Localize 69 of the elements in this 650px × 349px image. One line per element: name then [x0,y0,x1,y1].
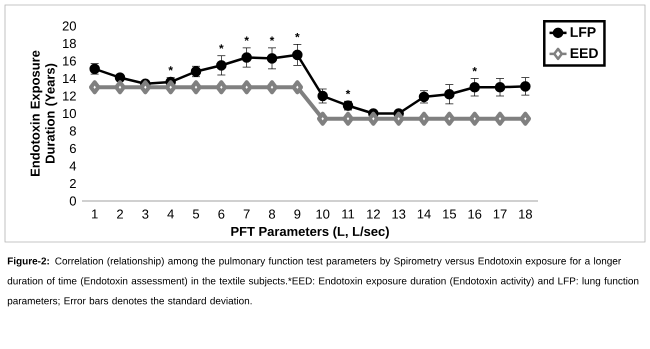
y-tick-label: 8 [70,126,76,136]
x-tick-label: 16 [468,210,482,219]
x-tick-label: 10 [316,210,330,219]
point [241,52,252,63]
point [114,72,126,83]
point [292,50,303,60]
point [342,112,354,126]
annotation: * [270,36,274,41]
point [444,112,456,126]
x-tick-label: 12 [367,210,380,219]
x-tick-label: 9 [294,210,300,219]
y-tick-label: 4 [70,162,76,170]
point [164,80,176,94]
x-tick-label: 17 [494,210,507,218]
point [317,90,328,102]
x-tick-label: 1 [92,210,98,218]
annotation: * [168,66,173,71]
x-tick-label: 13 [392,210,406,219]
point [266,80,278,94]
x-tick-label: 3 [142,210,148,219]
point [469,82,480,92]
annotation: * [244,36,249,41]
x-tick-label: 15 [443,210,456,219]
point [392,112,404,126]
y-tick-label: 18 [63,38,76,48]
point [190,80,202,94]
y-tick-label: 20 [62,21,76,31]
point [88,80,100,94]
point [266,53,278,64]
x-tick-label: 5 [192,210,200,219]
text: Figure-2: Correlation (relationship) among the pulmonary function test parameters by Spirometry versus Endotoxin exposure for a longer duration of time (Endotoxin assessment) in the textile subjects.*EED: Endotoxin exposure duration (Endotoxin activity) and LFP: lung function parameters; Error bars denotes the standard deviation. [8,257,638,306]
point [240,80,252,94]
y-tick-label: 14 [63,74,76,83]
point [316,112,328,126]
point [494,82,506,92]
point [468,112,480,126]
y-tick-label: 12 [63,91,76,101]
annotation: * [346,90,350,94]
point [418,112,430,126]
x-tick-label: 2 [117,210,123,219]
legend-label: EED [570,48,598,58]
x-tick-label: 11 [342,210,354,218]
point [520,112,532,126]
point [520,81,531,92]
annotation: * [295,32,300,38]
point [292,80,304,94]
point [140,80,152,94]
y-tick-label: 10 [63,108,76,118]
point [216,60,227,71]
point [216,80,228,94]
y-tick-label: 2 [70,178,76,188]
point [494,112,506,126]
x-tick-label: 8 [268,210,276,219]
x-axis-title: PFT Parameters (L, L/sec) [231,226,389,239]
x-tick-label: 7 [244,210,250,218]
annotation: * [219,44,224,49]
point [114,80,126,94]
legend-label: LFP [570,27,596,37]
annotation: * [472,67,477,72]
y-tick-label: 16 [63,56,76,66]
point [368,112,380,126]
y-tick-label: 0 [70,196,76,206]
x-tick-label: 6 [218,210,224,219]
x-tick-label: 4 [167,210,174,218]
x-tick-label: 18 [519,210,532,219]
point [444,88,455,100]
y-tick-label: 6 [70,144,76,154]
y-axis-title: Endotoxin Exposure Duration (Years) [30,50,58,176]
x-tick-label: 14 [418,210,431,218]
